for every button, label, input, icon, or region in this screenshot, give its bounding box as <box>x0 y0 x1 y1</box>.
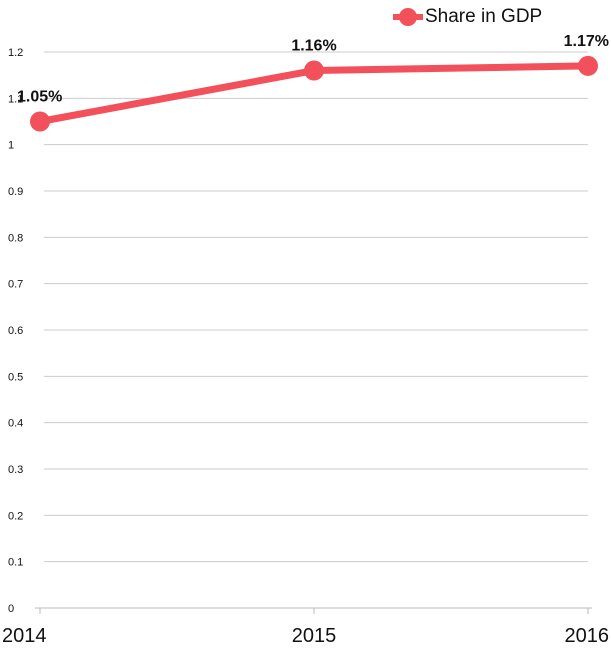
y-tick-label: 0.8 <box>8 232 23 244</box>
data-label: 1.16% <box>291 38 336 55</box>
data-label: 1.17% <box>564 33 609 50</box>
x-tick-label: 2014 <box>2 625 47 647</box>
y-tick-label: 1 <box>8 140 14 152</box>
y-tick-label: 0.2 <box>8 510 23 522</box>
y-tick-label: 1.2 <box>8 47 23 59</box>
x-tick-label: 2016 <box>565 625 610 647</box>
data-point <box>304 60 324 81</box>
y-tick-label: 0.6 <box>8 325 23 337</box>
y-tick-label: 0.3 <box>8 464 23 476</box>
data-point <box>30 111 50 132</box>
y-tick-label: 0.5 <box>8 371 23 383</box>
data-point <box>578 55 598 76</box>
y-tick-label: 0.9 <box>8 186 23 198</box>
y-tick-label: 0.1 <box>8 557 23 569</box>
y-tick-label: 0 <box>8 603 14 615</box>
legend: Share in GDP <box>393 6 542 28</box>
legend-label-share-in-gdp: Share in GDP <box>425 6 543 27</box>
x-tick-label: 2015 <box>292 625 337 647</box>
y-tick-label: 0.4 <box>8 418 23 430</box>
y-tick-label: 0.7 <box>8 279 23 291</box>
y-tick-label: 1.1 <box>8 93 23 105</box>
data-label: 1.05% <box>17 89 62 106</box>
legend-marker <box>393 8 423 26</box>
